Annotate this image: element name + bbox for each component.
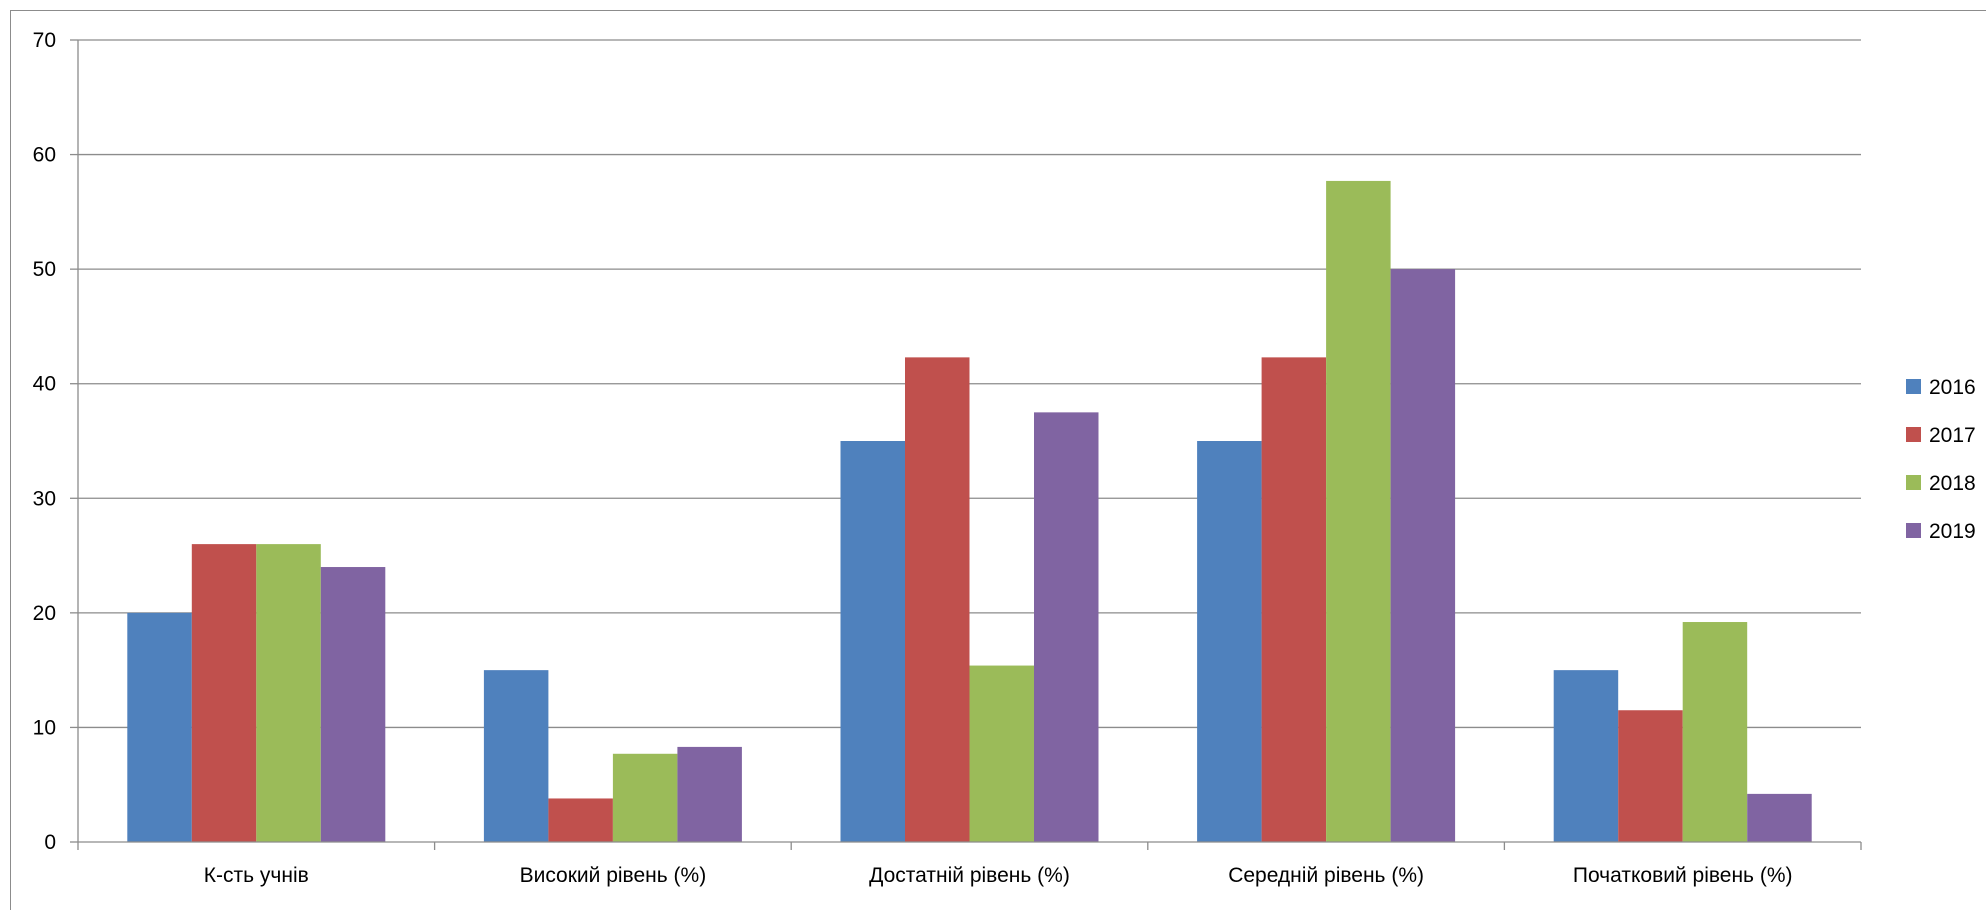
axes [70, 39, 1862, 850]
bars [127, 180, 1812, 843]
bar-2016-1 [483, 670, 549, 842]
bar-2016-2 [840, 441, 905, 842]
legend-swatch-2017 [1906, 427, 1921, 442]
bar-2017-0 [191, 544, 257, 842]
bar-2018-2 [969, 665, 1034, 842]
legend-label-2019: 2019 [1929, 520, 1976, 543]
y-tick-label: 50 [33, 258, 56, 281]
bar-2018-3 [1326, 180, 1391, 842]
legend-label-2018: 2018 [1929, 472, 1976, 495]
y-tick-label: 0 [44, 831, 56, 854]
bar-2018-1 [612, 753, 678, 842]
bar-2016-0 [127, 612, 192, 842]
bar-2016-3 [1197, 441, 1262, 842]
y-tick-label: 10 [33, 716, 56, 739]
y-tick-label: 40 [33, 373, 56, 396]
bar-2019-3 [1390, 269, 1456, 843]
legend-label-2016: 2016 [1929, 376, 1976, 399]
legend-swatch-2018 [1906, 475, 1921, 490]
bar-2017-2 [905, 357, 970, 842]
x-axis-category-labels: К-сть учнів Високий рівень (%) Достатній р… [204, 864, 1793, 887]
legend-label-2017: 2017 [1929, 424, 1976, 447]
legend: 2016 2017 2018 2019 [1906, 376, 1976, 543]
bar-2019-4 [1747, 793, 1812, 842]
bar-2019-0 [320, 567, 386, 842]
bar-2018-4 [1682, 622, 1748, 842]
x-category-label: Високий рівень (%) [520, 864, 707, 887]
y-tick-label: 30 [33, 487, 56, 510]
bar-2017-4 [1618, 710, 1683, 842]
y-tick-label: 20 [33, 602, 56, 625]
x-category-label: К-сть учнів [204, 864, 309, 887]
bar-2017-3 [1261, 357, 1327, 842]
legend-swatch-2016 [1906, 379, 1921, 394]
bar-2019-2 [1034, 412, 1099, 842]
y-tick-label: 70 [33, 29, 56, 52]
y-axis-tick-labels: 0 10 20 30 40 50 60 70 [33, 29, 56, 854]
x-category-label: Середній рівень (%) [1228, 864, 1424, 887]
bar-2019-1 [677, 746, 742, 842]
x-category-label: Початковий рівень (%) [1573, 864, 1793, 887]
legend-swatch-2019 [1906, 523, 1921, 538]
y-tick-label: 60 [33, 144, 56, 167]
bar-2018-0 [256, 544, 321, 842]
bar-2016-4 [1553, 670, 1619, 842]
bar-2017-1 [548, 798, 613, 842]
x-category-label: Достатній рівень (%) [869, 864, 1070, 887]
